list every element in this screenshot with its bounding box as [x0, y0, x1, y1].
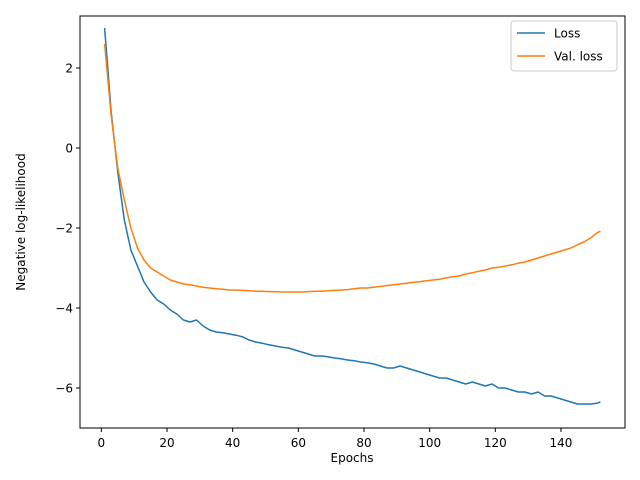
x-tick-label: 60: [291, 436, 306, 450]
y-axis-title: Negative log-likelihood: [14, 153, 28, 290]
y-axis: 2 0 −2 −4 −6: [55, 62, 80, 396]
y-tick-label: 2: [65, 62, 73, 76]
x-axis: 0 20 40 60 80 100 120 140: [98, 428, 573, 450]
series-line-loss: [103, 27, 601, 405]
y-tick-label: 0: [65, 142, 73, 156]
legend: Loss Val. loss: [510, 20, 618, 72]
series-line-val-loss: [103, 43, 601, 293]
y-tick-label: −2: [55, 222, 73, 236]
y-tick-label: −4: [55, 302, 73, 316]
axes-frame: [79, 15, 626, 429]
x-tick-label: 100: [418, 436, 441, 450]
x-tick-label: 80: [356, 436, 371, 450]
x-tick-label: 40: [225, 436, 240, 450]
legend-label-loss: Loss: [554, 27, 580, 41]
x-tick-label: 0: [98, 436, 106, 450]
series-layer: [103, 27, 601, 405]
legend-label-val-loss: Val. loss: [554, 50, 603, 64]
x-tick-label: 20: [159, 436, 174, 450]
y-tick-label: −6: [55, 382, 73, 396]
plot-area: [80, 16, 625, 428]
x-tick-label: 140: [550, 436, 573, 450]
x-axis-title: Epochs: [331, 451, 374, 465]
x-tick-label: 120: [484, 436, 507, 450]
